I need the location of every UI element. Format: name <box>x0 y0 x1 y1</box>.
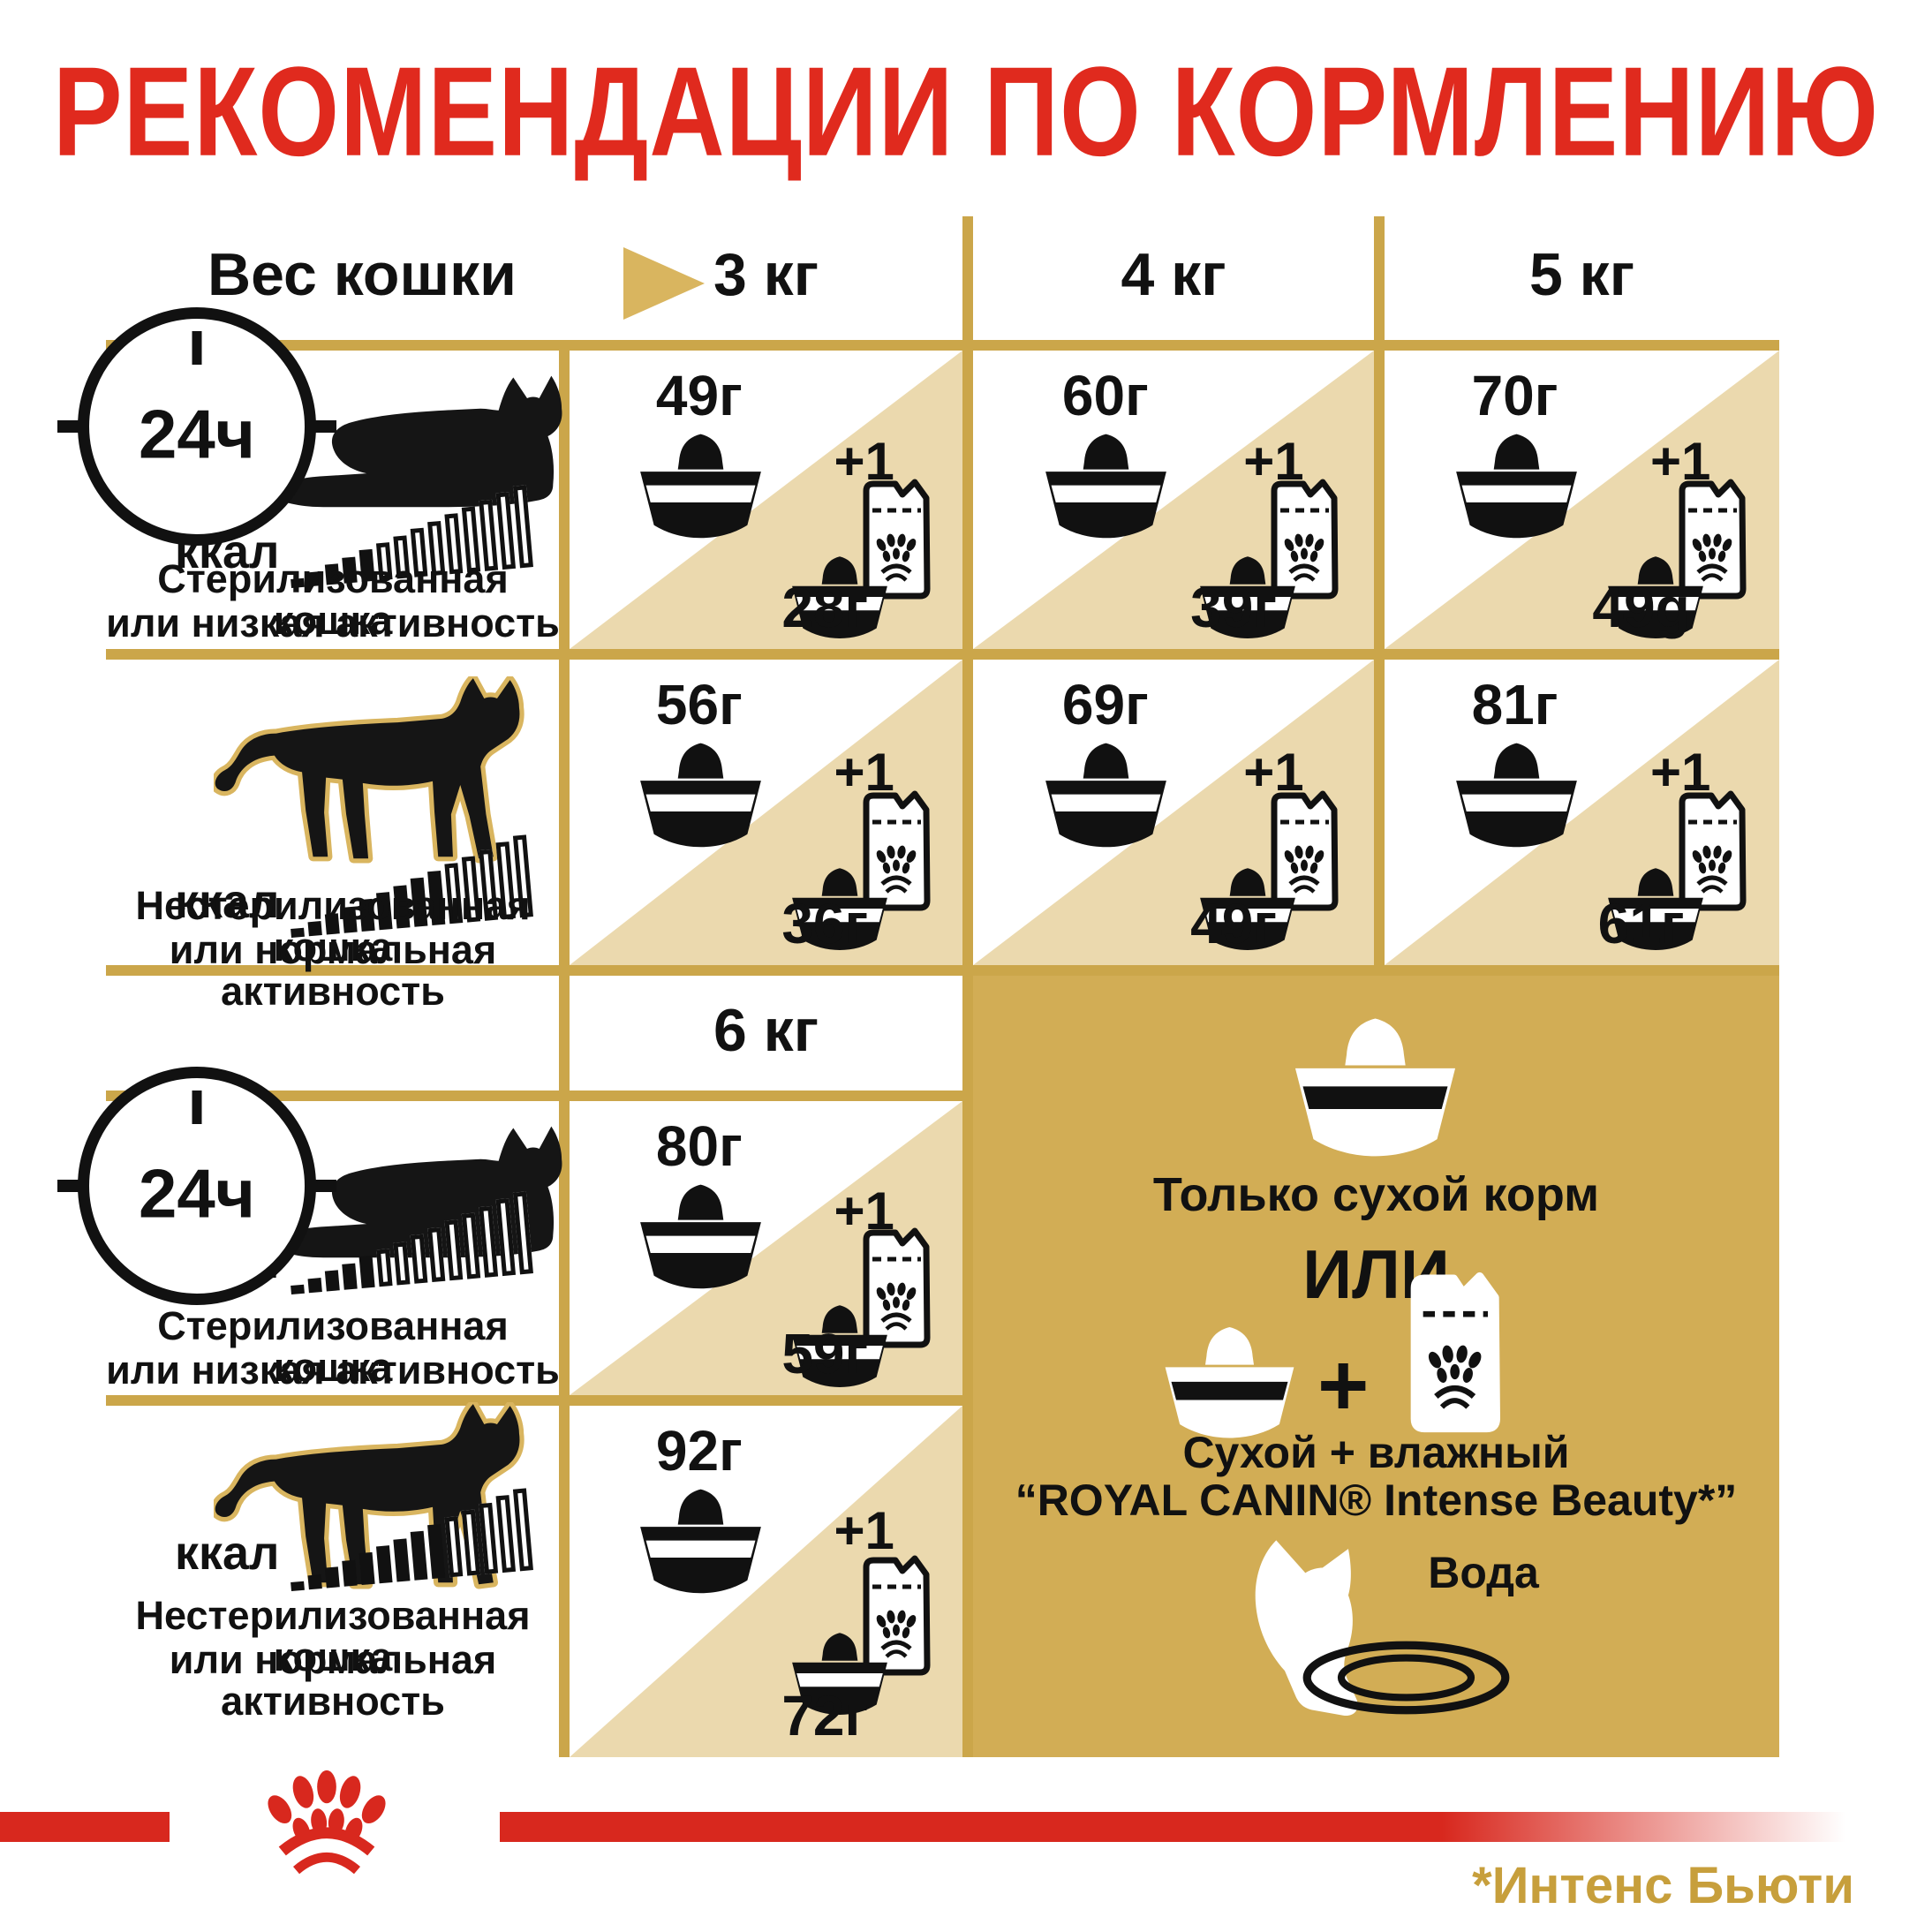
page-title: РЕКОМЕНДАЦИИ ПО КОРМЛЕНИЮ <box>52 41 1880 184</box>
mixed-amount: 59г <box>781 1322 869 1385</box>
row-label: Нестерилизованная кошка <box>135 883 531 970</box>
plus-one-label: +1 <box>1650 743 1711 803</box>
dry-amount: 70г <box>1471 364 1558 427</box>
dry-bowl-icon <box>1038 432 1174 546</box>
mixed-feeding-label: Сухой + влажный <box>1182 1428 1570 1477</box>
clock-24h-icon: 24ч <box>57 1067 336 1305</box>
mixed-amount: 28г <box>781 576 869 639</box>
ration-cell-3kg-sterilized: 49г +1 28г <box>570 351 962 649</box>
mixed-amount: 36г <box>781 892 869 955</box>
plus-one-label: +1 <box>1243 743 1304 803</box>
dry-amount: 92г <box>655 1419 743 1483</box>
clock-tick-icon <box>192 1091 202 1124</box>
clock-label: 24ч <box>138 1154 256 1233</box>
clock-24h-icon: 24ч <box>57 307 336 546</box>
dry-bowl-icon <box>1448 432 1585 546</box>
column-header-6kg: 6 кг <box>713 997 819 1064</box>
row-label: или низкая активность <box>106 1347 560 1392</box>
ration-cell-4kg-unsterilized: 69г +1 49г <box>973 660 1374 965</box>
mixed-amount: 39г <box>1190 576 1278 639</box>
grid-vline-2 <box>962 216 973 1757</box>
row-label: Стерилизованная кошка <box>157 556 509 644</box>
dry-bowl-icon <box>1038 741 1174 855</box>
dry-only-label: Только сухой корм <box>1152 1168 1600 1221</box>
weight-header-label: Вес кошки <box>208 241 517 308</box>
clock-tick-icon <box>57 420 82 433</box>
dry-bowl-icon <box>632 432 769 546</box>
brand-bar <box>500 1812 1845 1842</box>
grid-hline-row3 <box>106 1395 973 1406</box>
clock-tick-icon <box>312 420 336 433</box>
plus-one-label: +1 <box>1650 432 1711 492</box>
plus-one-label: +1 <box>834 432 894 492</box>
ration-cell-4kg-sterilized: 60г +1 39г <box>973 351 1374 649</box>
plus-one-label: +1 <box>1243 432 1304 492</box>
column-header-3kg: 3 кг <box>713 241 819 308</box>
ration-cell-5kg-sterilized: 70г +1 49g <box>1385 351 1779 649</box>
plus-one-label: +1 <box>834 1501 894 1561</box>
grid-hline-6kg <box>106 1091 973 1101</box>
royal-canin-paw-logo <box>181 1761 472 1875</box>
clock-tick-icon <box>312 1180 336 1192</box>
water-label: Вода <box>1428 1548 1539 1597</box>
kcal-label: ккал <box>175 875 280 928</box>
grid-hline-row1 <box>106 649 1779 660</box>
kcal-label: ккал <box>175 1527 280 1580</box>
footnote: *Интенс Бьюти <box>1472 1857 1854 1914</box>
dry-amount: 80г <box>655 1114 743 1178</box>
mixed-amount: 72г <box>781 1684 869 1747</box>
dry-bowl-icon <box>1448 741 1585 855</box>
or-label: ИЛИ <box>1302 1235 1450 1313</box>
water-bowl-rings-icon <box>1298 1635 1514 1721</box>
row-label: Нестерилизованная кошка <box>135 1593 531 1680</box>
dry-bowl-icon <box>632 1487 769 1601</box>
ration-cell-6kg-unsterilized: 92г +1 72г <box>570 1406 962 1757</box>
dry-amount: 56г <box>655 673 743 736</box>
column-header-5kg: 5 кг <box>1528 241 1635 308</box>
grid-vline-3 <box>1374 216 1385 976</box>
brand-bar <box>0 1812 170 1842</box>
clock-tick-icon <box>192 331 202 365</box>
dry-amount: 60г <box>1061 364 1149 427</box>
row-label: или нормальная активность <box>169 927 497 1015</box>
ration-cell-5kg-unsterilized: 81г +1 61г <box>1385 660 1779 965</box>
product-name-label: “ROYAL CANIN® Intense Beauty*” <box>1015 1475 1738 1525</box>
mixed-amount: 49g <box>1592 576 1690 639</box>
clock-tick-icon <box>57 1180 82 1192</box>
ration-cell-3kg-unsterilized: 56г +1 36г <box>570 660 962 965</box>
row-label: или нормальная активность <box>169 1637 497 1724</box>
plus-sign: + <box>1317 1336 1370 1435</box>
dry-amount: 81г <box>1471 673 1558 736</box>
grid-hline-section <box>106 965 1779 976</box>
column-header-4kg: 4 кг <box>1121 241 1226 308</box>
row-label: Стерилизованная кошка <box>157 1303 509 1391</box>
mixed-amount: 61г <box>1597 892 1685 955</box>
dry-bowl-icon <box>632 1182 769 1296</box>
dry-bowl-icon <box>632 741 769 855</box>
dry-amount: 69г <box>1061 673 1149 736</box>
mixed-amount: 49г <box>1190 892 1278 955</box>
row-label: или низкая активность <box>106 600 560 645</box>
ration-cell-6kg-sterilized: 80г +1 59г <box>570 1101 962 1395</box>
clock-label: 24ч <box>138 395 256 473</box>
weight-arrow-icon <box>623 247 705 320</box>
wet-pouch-white-icon <box>1400 1264 1513 1437</box>
plus-one-label: +1 <box>834 743 894 803</box>
grid-hline-header <box>106 340 1779 351</box>
dry-bowl-white-icon <box>1285 1015 1466 1166</box>
dry-amount: 49г <box>655 364 743 427</box>
